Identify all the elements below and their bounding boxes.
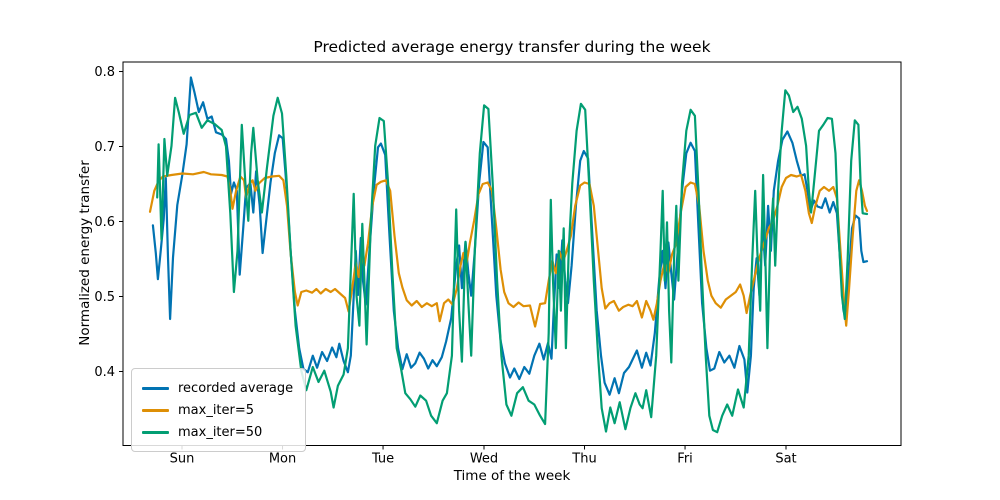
y-tick-label: 0.8 (94, 65, 115, 80)
y-tick-label: 0.4 (94, 365, 115, 380)
legend-item: max_iter=50 (142, 421, 293, 443)
y-tick-label: 0.5 (94, 290, 115, 305)
axes-frame (122, 61, 902, 446)
x-tick-label: Fri (677, 452, 693, 467)
series-line-recorded-average (151, 76, 869, 396)
legend-label: recorded average (178, 380, 294, 396)
legend-swatch (142, 386, 169, 390)
legend-swatch (142, 408, 169, 412)
series-line-max-iter-5 (148, 170, 869, 328)
y-tick-label: 0.6 (94, 215, 115, 230)
legend-swatch (142, 430, 169, 434)
x-tick-label: Thu (571, 452, 596, 467)
legend-label: max_iter=50 (178, 424, 263, 440)
x-tick-label: Wed (470, 452, 498, 467)
chart-title: Predicted average energy transfer during… (313, 38, 711, 56)
legend-item: recorded average (142, 377, 293, 399)
x-tick-label: Tue (371, 452, 394, 467)
x-axis-label: Time of the week (453, 468, 571, 484)
y-tick-label: 0.7 (94, 140, 115, 155)
legend-item: max_iter=5 (142, 399, 293, 421)
legend-label: max_iter=5 (178, 402, 255, 418)
series-group (148, 76, 869, 434)
x-tick-label: Sat (775, 452, 796, 467)
x-tick-label: Mon (269, 452, 296, 467)
series-line-max-iter-50 (156, 89, 869, 434)
x-tick-label: Sun (170, 452, 195, 467)
legend: recorded average max_iter=5 max_iter=50 (131, 368, 307, 452)
